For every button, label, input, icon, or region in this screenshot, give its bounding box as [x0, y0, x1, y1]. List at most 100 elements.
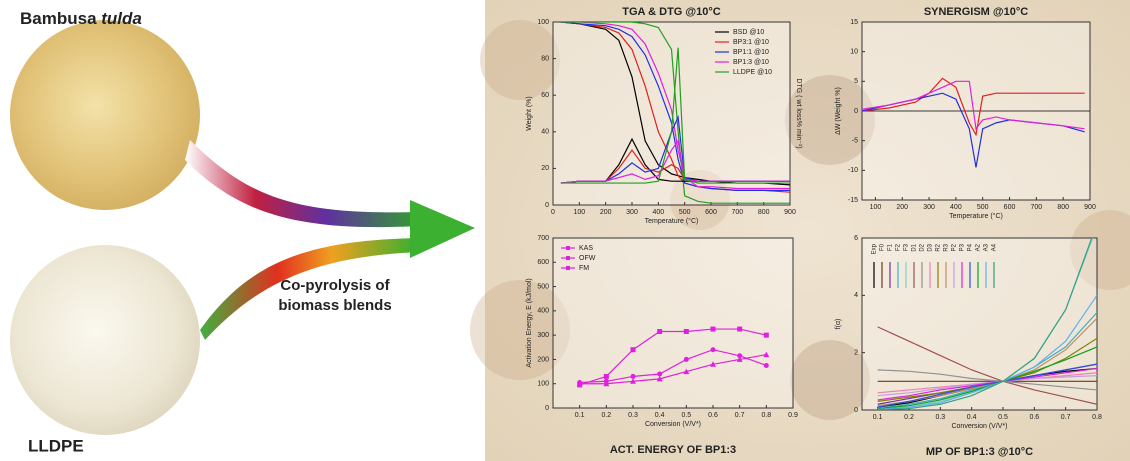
legend-label: LLDPE @10 — [733, 69, 772, 76]
biomass-label: Bambusa tulda — [20, 9, 142, 28]
legend-label: BP1:1 @10 — [733, 49, 769, 56]
arrow-head — [410, 200, 475, 258]
x-tick-label: 0.2 — [904, 414, 914, 421]
y-tick-label: 6 — [854, 235, 858, 242]
legend-label: R3 — [944, 243, 950, 251]
y-tick-label: 60 — [541, 92, 549, 99]
biomass-name: Bambusa — [20, 9, 97, 28]
graphical-abstract: Bambusa tulda LLDPE Co-pyrolysis of biom… — [0, 0, 1130, 461]
y-tick-label: 10 — [850, 49, 858, 56]
legend-label: A3 — [984, 243, 990, 251]
x-tick-label: 300 — [626, 209, 638, 216]
legend-label: A2 — [976, 243, 982, 251]
x-tick-label: 300 — [923, 204, 935, 211]
x-tick-label: 900 — [784, 209, 796, 216]
x-tick-label: 0.6 — [708, 412, 718, 419]
x-tick-label: 400 — [950, 204, 962, 211]
x-tick-label: 0.3 — [935, 414, 945, 421]
x-tick-label: 0.7 — [1061, 414, 1071, 421]
x-axis-label: Conversion (V/V*) — [951, 423, 1007, 430]
y-tick-label: 15 — [850, 19, 858, 26]
y-tick-label: 80 — [541, 55, 549, 62]
marker — [737, 327, 742, 332]
marker — [764, 363, 769, 368]
x-tick-label: 0.8 — [761, 412, 771, 419]
marker — [657, 329, 662, 334]
marker — [711, 347, 716, 352]
y-axis-label: ΔW (Weight %) — [835, 87, 842, 135]
x-tick-label: 0.1 — [575, 412, 585, 419]
x-tick-label: 0.7 — [735, 412, 745, 419]
y-tick-label: 200 — [537, 356, 549, 363]
legend-marker — [566, 256, 570, 260]
chart-title: MP OF BP1:3 @10°C — [926, 446, 1033, 458]
legend-label: F1 — [888, 243, 894, 251]
y-tick-label: 2 — [854, 350, 858, 357]
x-tick-label: 0.4 — [967, 414, 977, 421]
legend-label: P3 — [960, 243, 966, 251]
x-tick-label: 100 — [573, 209, 585, 216]
x-tick-label: 900 — [1084, 204, 1096, 211]
x-tick-label: 600 — [1004, 204, 1016, 211]
x-tick-label: 800 — [758, 209, 770, 216]
x-tick-label: 500 — [977, 204, 989, 211]
legend-label: P4 — [968, 243, 974, 251]
lldpe-image — [10, 245, 200, 435]
x-tick-label: 700 — [1031, 204, 1043, 211]
arrow-ribbon — [185, 140, 420, 227]
biomass-species: tulda — [101, 9, 142, 28]
x-tick-label: 100 — [870, 204, 882, 211]
y-tick-label: -15 — [848, 197, 858, 204]
x-tick-label: 600 — [705, 209, 717, 216]
x-tick-label: 0.5 — [681, 412, 691, 419]
y-tick-label: 100 — [537, 19, 549, 26]
y-tick-label: 500 — [537, 283, 549, 290]
x-tick-label: 0 — [551, 209, 555, 216]
y-tick-label: 700 — [537, 235, 549, 242]
plastic-label: LLDPE — [28, 436, 84, 455]
y-tick-label: 0 — [854, 108, 858, 115]
legend-label: Exp — [872, 243, 878, 254]
legend-label: KAS — [579, 245, 593, 252]
x-tick-label: 0.9 — [788, 412, 798, 419]
x-tick-label: 800 — [1057, 204, 1069, 211]
process-label: Co-pyrolysis of — [280, 277, 390, 294]
x-tick-label: 200 — [600, 209, 612, 216]
y-tick-label: 0 — [545, 202, 549, 209]
legend-label: BP3:1 @10 — [733, 39, 769, 46]
marker — [631, 374, 636, 379]
x-tick-label: 0.4 — [655, 412, 665, 419]
legend-label: D1 — [912, 243, 918, 251]
x-tick-label: 200 — [896, 204, 908, 211]
y-tick-label: 0 — [854, 407, 858, 414]
x-tick-label: 0.2 — [601, 412, 611, 419]
y-tick-label: 20 — [541, 165, 549, 172]
y-tick-label: 40 — [541, 129, 549, 136]
legend-label: BP1:3 @10 — [733, 59, 769, 66]
legend-label: D3 — [928, 243, 934, 251]
x-axis-label: Temperature (°C) — [949, 212, 1003, 220]
y-axis-label: f(α) — [835, 319, 842, 330]
x-tick-label: 400 — [652, 209, 664, 216]
marker — [684, 329, 689, 334]
y-tick-label: 100 — [537, 381, 549, 388]
marker — [711, 327, 716, 332]
bamboo-image — [10, 20, 200, 210]
legend-label: A4 — [992, 243, 998, 251]
y-tick-label: 300 — [537, 332, 549, 339]
marker — [604, 374, 609, 379]
legend-label: BSD @10 — [733, 29, 764, 36]
chart-title: SYNERGISM @10°C — [924, 6, 1028, 18]
marker — [657, 372, 662, 377]
y-tick-label: 600 — [537, 259, 549, 266]
x-tick-label: 0.1 — [873, 414, 883, 421]
x-tick-label: 0.6 — [1029, 414, 1039, 421]
legend-label: R2 — [936, 243, 942, 251]
x-tick-label: 0.3 — [628, 412, 638, 419]
y-tick-label: 400 — [537, 308, 549, 315]
marker — [764, 333, 769, 338]
marker — [631, 347, 636, 352]
y-tick-label: 0 — [545, 405, 549, 412]
legend-marker — [566, 246, 570, 250]
legend-label: OFW — [579, 255, 596, 262]
